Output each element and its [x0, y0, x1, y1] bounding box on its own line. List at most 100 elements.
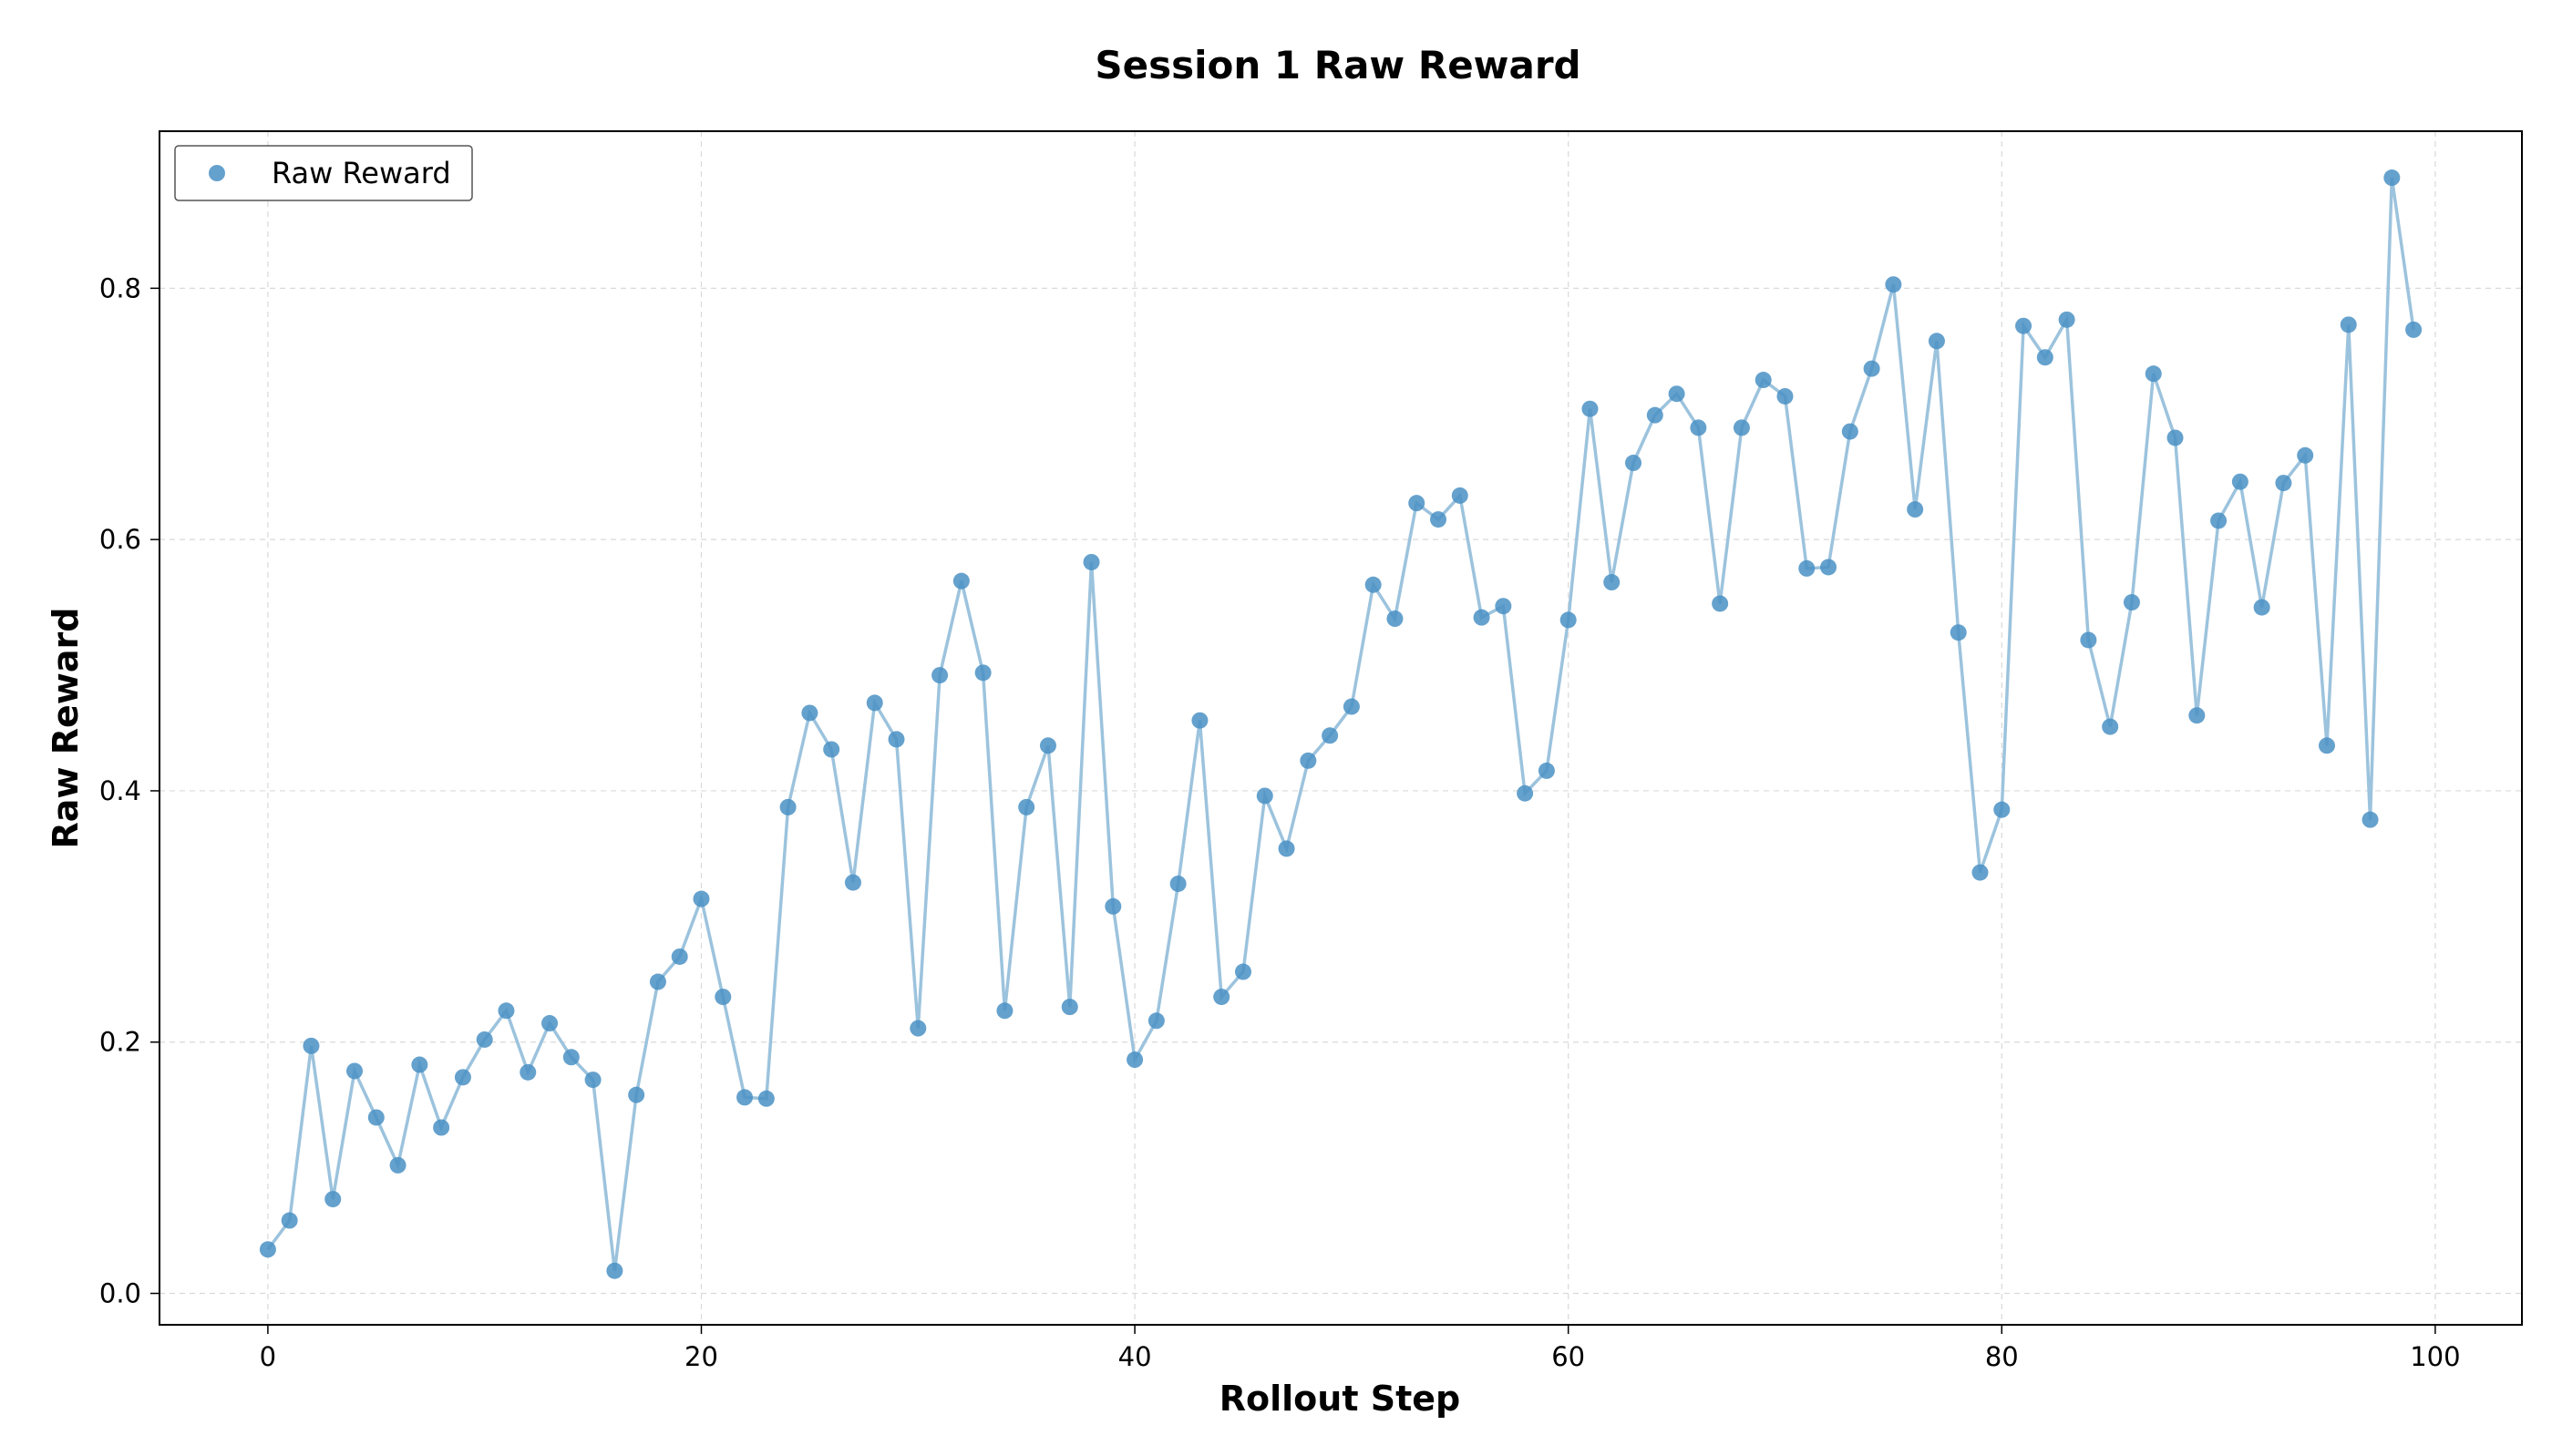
data-point	[2275, 475, 2292, 492]
data-point	[2318, 737, 2335, 754]
data-point	[996, 1002, 1014, 1020]
data-point	[1907, 501, 1924, 518]
y-axis-label: Raw Reward	[46, 608, 86, 849]
plot-frame	[159, 130, 2523, 1326]
data-point	[476, 1030, 493, 1048]
grid	[160, 131, 2522, 1325]
data-point	[715, 989, 732, 1006]
data-point	[628, 1086, 645, 1103]
data-point	[259, 1241, 276, 1258]
data-point	[2405, 321, 2423, 338]
data-point	[2036, 349, 2053, 366]
y-axis: 0.0 0.2 0.4 0.6 0.8	[99, 272, 160, 1309]
data-point	[281, 1212, 298, 1229]
data-point	[1863, 360, 1880, 377]
data-point	[1234, 963, 1251, 980]
data-point	[1495, 598, 1512, 615]
data-point	[866, 694, 883, 712]
data-point	[1754, 372, 1772, 389]
data-point	[1322, 727, 1339, 744]
data-point	[2058, 311, 2075, 328]
data-point	[1083, 553, 1100, 570]
x-axis-label: Rollout Step	[1219, 1379, 1460, 1419]
data-point	[1473, 609, 1490, 626]
data-point	[1733, 419, 1750, 436]
data-point	[1971, 864, 1989, 881]
data-point	[584, 1071, 602, 1089]
data-point	[2015, 317, 2032, 334]
series-raw-reward	[259, 169, 2423, 1279]
data-point	[1430, 511, 1447, 528]
data-point	[2297, 446, 2314, 464]
data-point	[1039, 737, 1056, 754]
data-point	[801, 704, 818, 722]
data-point	[1668, 385, 1685, 403]
data-point	[1603, 574, 1621, 591]
data-point	[2188, 707, 2206, 724]
data-point	[1712, 595, 1729, 612]
data-point	[1191, 712, 1209, 729]
data-point	[1820, 559, 1837, 576]
data-point	[1300, 752, 1317, 769]
data-point	[931, 667, 949, 684]
data-point	[520, 1063, 537, 1081]
data-point	[324, 1191, 342, 1208]
data-point	[649, 973, 666, 990]
legend-marker	[209, 165, 225, 181]
data-point	[1061, 999, 1078, 1016]
data-point	[2253, 599, 2270, 616]
data-point	[1798, 559, 1816, 577]
data-point	[1517, 784, 1534, 802]
data-point	[757, 1090, 775, 1107]
data-point	[498, 1002, 515, 1020]
data-point	[779, 798, 797, 815]
x-axis: 0 20 40 60 80 100	[260, 1325, 2461, 1372]
data-point	[910, 1020, 927, 1037]
data-point	[1169, 875, 1187, 892]
y-tick-label: 0.4	[99, 775, 141, 806]
x-tick-label: 80	[1985, 1341, 2019, 1372]
data-point	[1950, 624, 1967, 641]
data-point	[2123, 594, 2140, 611]
data-point	[1127, 1051, 1144, 1069]
data-point	[1386, 610, 1404, 628]
x-tick-label: 20	[684, 1341, 718, 1372]
data-point	[367, 1109, 385, 1126]
data-point	[606, 1262, 623, 1279]
legend-label: Raw Reward	[272, 156, 451, 190]
data-point	[1625, 455, 1642, 472]
data-point	[2362, 811, 2379, 828]
data-point	[1364, 576, 1382, 593]
data-point	[2340, 316, 2357, 333]
legend: Raw Reward	[174, 145, 473, 201]
data-point	[2080, 631, 2097, 649]
data-point	[671, 948, 688, 965]
data-point	[454, 1069, 471, 1086]
data-point	[2231, 473, 2248, 490]
x-tick-label: 40	[1118, 1341, 1152, 1372]
data-point	[952, 572, 970, 590]
data-point	[346, 1062, 364, 1080]
data-point	[562, 1049, 580, 1066]
data-point	[2166, 429, 2184, 446]
data-point	[1256, 787, 1273, 805]
x-tick-label: 0	[260, 1341, 276, 1372]
data-point	[2102, 718, 2119, 735]
data-point	[1885, 276, 1902, 293]
data-point	[1928, 333, 1945, 350]
chart-title: Session 1 Raw Reward	[1095, 43, 1580, 87]
data-point	[1408, 495, 1425, 512]
data-point	[1559, 611, 1577, 629]
y-tick-label: 0.2	[99, 1027, 141, 1058]
data-point	[541, 1015, 559, 1032]
data-point	[1690, 419, 1707, 436]
data-point	[303, 1037, 320, 1054]
data-point	[844, 874, 861, 891]
data-point	[1841, 423, 1858, 440]
series-line	[266, 177, 2415, 1271]
data-point	[736, 1089, 754, 1106]
data-point	[1147, 1012, 1165, 1030]
data-point	[823, 741, 840, 758]
data-point	[1776, 387, 1794, 405]
